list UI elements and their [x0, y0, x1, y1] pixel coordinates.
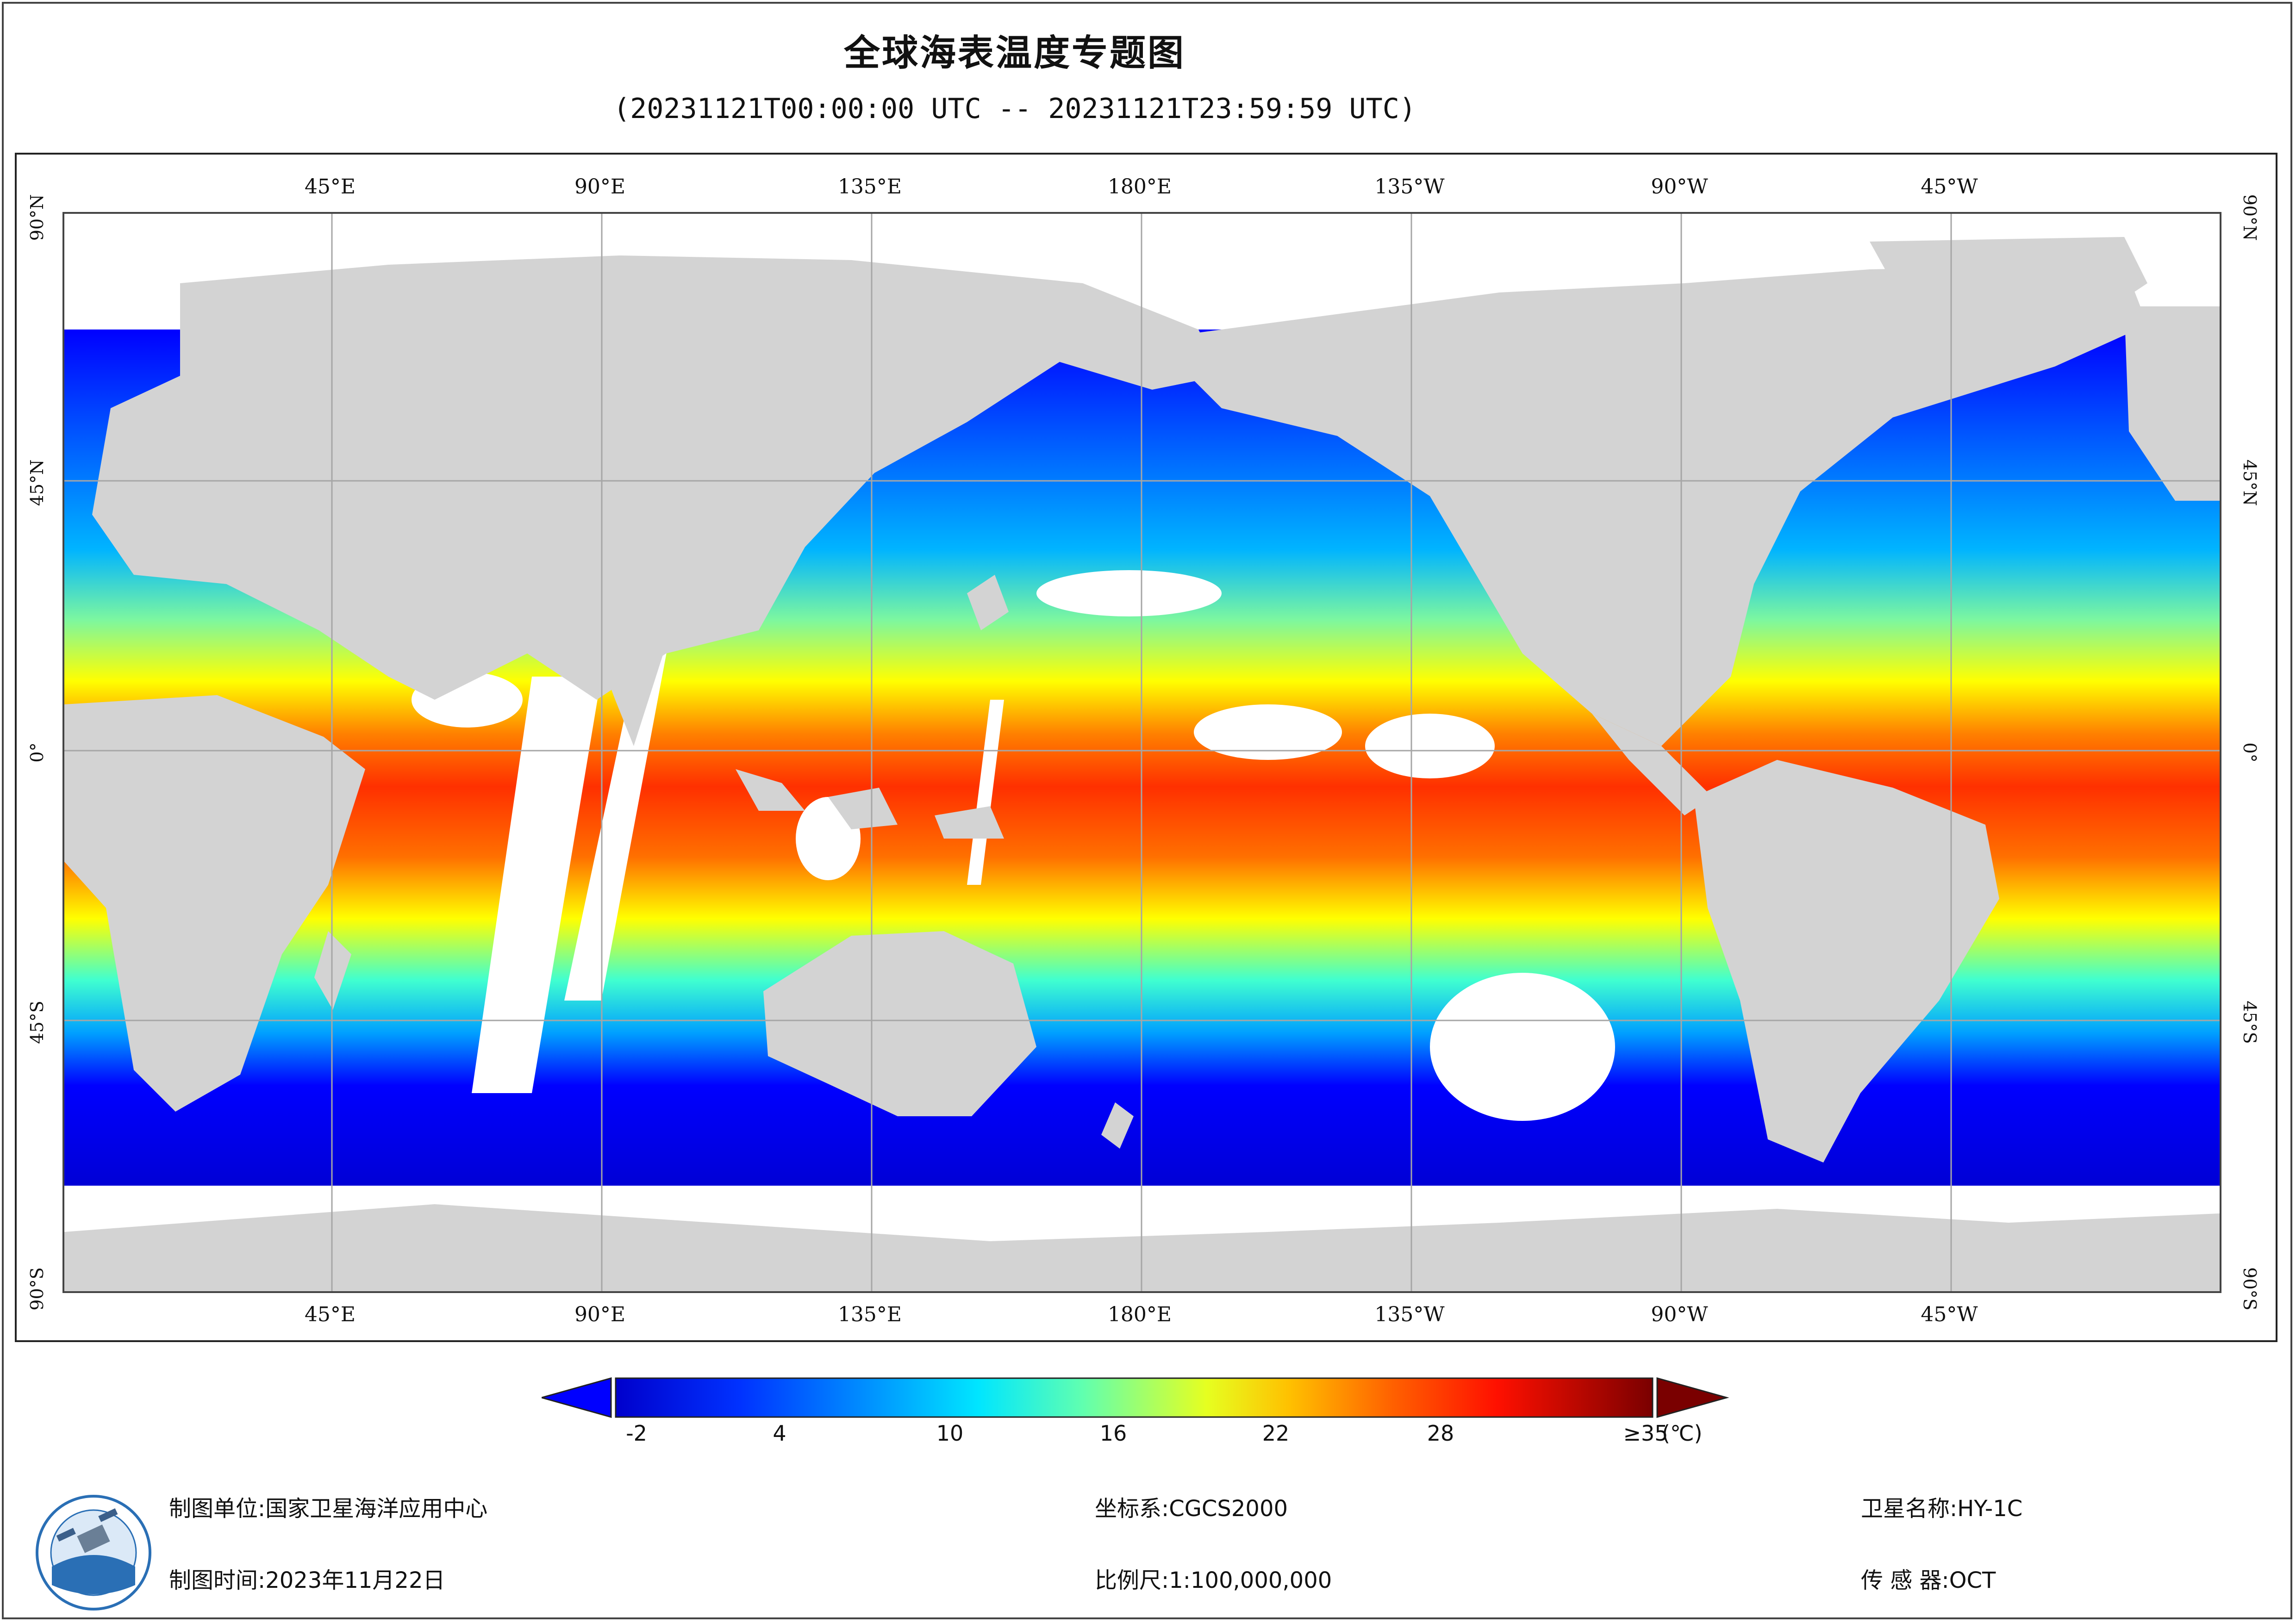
colorbar: [542, 1377, 1729, 1418]
colorbar-tick: 10: [936, 1421, 964, 1446]
lat-label-left: 45°N: [27, 459, 47, 506]
producer-label: 制图单位:国家卫星海洋应用中心: [169, 1490, 487, 1523]
sensor-name: 传 感 器:OCT: [1861, 1562, 1996, 1594]
land: [64, 237, 2220, 1291]
lat-label-right: 45°S: [2240, 1001, 2260, 1044]
lon-label-bottom: 90°W: [1651, 1303, 1708, 1326]
production-time-label: 制图时间:: [169, 1567, 266, 1593]
colorbar-unit: (℃): [1662, 1421, 1703, 1446]
map-scale-value: 1:100,000,000: [1169, 1567, 1332, 1593]
lon-label-top: 135°E: [837, 175, 902, 199]
lat-label-left: 0°: [27, 742, 47, 763]
colorbar-gradient: [615, 1377, 1653, 1418]
colorbar-tick: 28: [1427, 1421, 1454, 1446]
colorbar-tick: 22: [1262, 1421, 1290, 1446]
lat-label-left: 45°S: [27, 1001, 47, 1044]
colorbar-tick: 4: [773, 1421, 786, 1446]
sensor-name-value: OCT: [1949, 1567, 1996, 1593]
satellite-name: 卫星名称:HY-1C: [1861, 1490, 2022, 1523]
lon-label-bottom: 45°E: [304, 1303, 356, 1326]
colorbar-tick: 16: [1099, 1421, 1127, 1446]
lat-label-right: 90°N: [2240, 194, 2260, 241]
map-title: 全球海表温度专题图: [843, 32, 1185, 74]
production-time: 制图时间:2023年11月22日: [169, 1562, 445, 1594]
nsoas-logo-icon: [36, 1495, 151, 1611]
lon-label-bottom: 45°W: [1921, 1303, 1978, 1326]
lon-label-top: 45°E: [304, 175, 356, 199]
lon-label-bottom: 135°E: [837, 1303, 902, 1326]
lon-label-top: 180°E: [1107, 175, 1172, 199]
sst-map: [62, 212, 2221, 1293]
lon-label-top: 45°W: [1921, 175, 1978, 199]
colorbar-min-arrow: [542, 1377, 612, 1418]
colorbar-tick: ≥35: [1623, 1421, 1668, 1446]
satellite-name-value: HY-1C: [1957, 1496, 2023, 1522]
lat-label-left: 90°S: [27, 1267, 47, 1311]
map-scale: 比例尺:1:100,000,000: [1095, 1562, 1332, 1594]
coordinate-system-value: CGCS2000: [1169, 1496, 1288, 1522]
map-subtitle: (20231121T00:00:00 UTC -- 20231121T23:59…: [613, 93, 1416, 125]
lon-label-bottom: 135°W: [1374, 1303, 1445, 1326]
coordinate-system: 坐标系:CGCS2000: [1095, 1490, 1288, 1523]
lat-label-right: 90°S: [2240, 1267, 2260, 1311]
graticule: [64, 214, 2220, 1291]
lat-label-left: 90°N: [27, 194, 47, 241]
producer-value: 国家卫星海洋应用中心: [265, 1496, 488, 1522]
lon-label-top: 90°E: [574, 175, 626, 199]
colorbar-tick: -2: [626, 1421, 647, 1446]
colorbar-max-arrow: [1656, 1377, 1729, 1418]
lat-label-right: 45°N: [2240, 459, 2260, 506]
lon-label-bottom: 90°E: [574, 1303, 626, 1326]
satellite-name-label: 卫星名称:: [1861, 1496, 1958, 1522]
sensor-name-label: 传 感 器:: [1861, 1567, 1949, 1593]
sst-map-canvas: [64, 214, 2220, 1291]
map-scale-label: 比例尺:: [1095, 1567, 1169, 1593]
map-frame: [15, 153, 2277, 1342]
producer-label-text: 制图单位:: [169, 1496, 266, 1522]
lon-label-bottom: 180°E: [1107, 1303, 1172, 1326]
production-time-value: 2023年11月22日: [265, 1567, 445, 1593]
lat-label-right: 0°: [2240, 742, 2260, 763]
lon-label-top: 90°W: [1651, 175, 1708, 199]
lon-label-top: 135°W: [1374, 175, 1445, 199]
coordinate-system-label: 坐标系:: [1095, 1496, 1169, 1522]
